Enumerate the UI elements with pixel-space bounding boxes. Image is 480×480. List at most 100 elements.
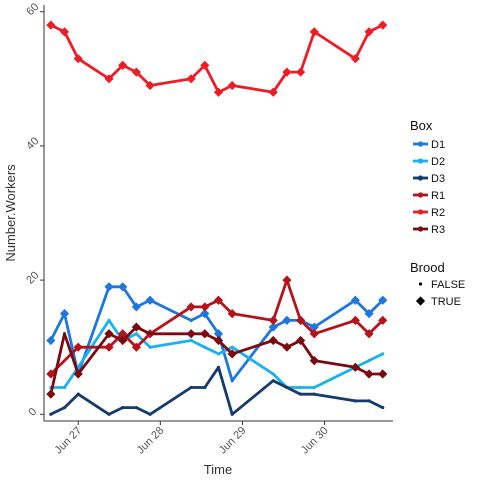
data-point-diamond bbox=[186, 302, 196, 312]
legend-entry-r1: R1 bbox=[413, 190, 445, 202]
data-point-diamond bbox=[268, 335, 278, 346]
data-point-diamond bbox=[309, 329, 319, 339]
data-point-diamond bbox=[200, 309, 210, 319]
data-point-dot bbox=[107, 318, 111, 322]
series-line-d3 bbox=[50, 365, 384, 416]
data-point-dot bbox=[312, 385, 316, 390]
data-point-diamond bbox=[296, 335, 306, 346]
data-point-diamond bbox=[350, 362, 360, 372]
x-ticks: Jun 27 Jun 28 Jun 29 Jun 30 bbox=[52, 421, 331, 457]
y-tick-label: 40 bbox=[24, 135, 41, 152]
y-tick-label: 60 bbox=[24, 1, 41, 18]
data-point-dot bbox=[189, 385, 193, 390]
data-point-diamond bbox=[282, 275, 292, 285]
data-point-diamond bbox=[213, 87, 224, 97]
legend-label: R3 bbox=[431, 224, 445, 236]
data-point-dot bbox=[285, 385, 289, 390]
series-d3 bbox=[49, 365, 385, 416]
legend-entry-brood-false: FALSE bbox=[418, 279, 465, 291]
data-point-diamond bbox=[364, 329, 374, 339]
legend-label: D2 bbox=[431, 156, 445, 168]
data-point-diamond bbox=[145, 80, 155, 91]
x-tick-label: Jun 27 bbox=[52, 425, 84, 457]
legend-key-point bbox=[417, 158, 424, 164]
data-point-diamond bbox=[268, 315, 278, 325]
data-point-diamond bbox=[364, 309, 374, 319]
legend-key-point bbox=[417, 175, 424, 181]
data-point-diamond bbox=[364, 369, 374, 379]
data-point-diamond bbox=[200, 302, 210, 312]
data-point-diamond bbox=[46, 369, 56, 379]
data-point-diamond bbox=[268, 87, 278, 97]
data-point-dot bbox=[148, 332, 152, 336]
legend-label: D3 bbox=[431, 173, 445, 185]
data-point-dot bbox=[312, 392, 316, 396]
data-point-diamond bbox=[46, 335, 56, 346]
legend-entry-d1: D1 bbox=[413, 139, 445, 151]
plot-area bbox=[46, 20, 388, 416]
data-point-dot bbox=[203, 385, 207, 390]
data-point-diamond bbox=[59, 309, 70, 319]
data-point-dot bbox=[299, 385, 303, 390]
data-point-diamond bbox=[296, 315, 306, 325]
legend-key-diamond bbox=[415, 296, 426, 306]
series-line-r3 bbox=[49, 325, 383, 395]
data-point-diamond bbox=[282, 67, 292, 77]
legend-key-point bbox=[417, 141, 424, 147]
legend-key-point bbox=[417, 192, 424, 198]
data-point-dot bbox=[299, 392, 303, 396]
data-point-dot bbox=[271, 379, 275, 383]
series-r3 bbox=[46, 322, 388, 399]
x-tick-label: Jun 29 bbox=[217, 425, 249, 457]
data-point-diamond bbox=[46, 389, 56, 399]
data-point-dot bbox=[134, 332, 138, 336]
data-point-diamond bbox=[145, 295, 155, 305]
data-point-dot bbox=[216, 365, 221, 369]
data-point-dot bbox=[271, 372, 275, 376]
data-point-diamond bbox=[378, 295, 388, 305]
y-tick-label: 20 bbox=[24, 269, 41, 286]
shape-legend-entries: FALSE TRUE bbox=[415, 279, 465, 308]
data-point-diamond bbox=[104, 329, 114, 339]
data-point-dot bbox=[230, 379, 234, 383]
legend-label: FALSE bbox=[431, 279, 465, 291]
y-tick-label: 0 bbox=[26, 406, 39, 419]
data-point-diamond bbox=[104, 282, 114, 292]
data-point-diamond bbox=[118, 329, 128, 339]
x-axis-title: Time bbox=[204, 462, 232, 477]
data-point-dot bbox=[216, 352, 221, 356]
data-point-dot bbox=[121, 405, 125, 410]
data-point-diamond bbox=[282, 342, 292, 352]
data-point-dot bbox=[62, 405, 67, 410]
data-point-diamond bbox=[213, 295, 224, 305]
series-line-r1 bbox=[49, 278, 384, 376]
legend-label: D1 bbox=[431, 139, 445, 151]
y-axis-title: Number.Workers bbox=[3, 164, 18, 262]
data-point-dot bbox=[203, 345, 207, 349]
data-point-diamond bbox=[46, 20, 56, 30]
data-point-diamond bbox=[296, 67, 306, 77]
legend-key-dot bbox=[418, 282, 423, 286]
data-point-diamond bbox=[350, 295, 360, 305]
data-point-diamond bbox=[268, 322, 278, 332]
series-line-r2 bbox=[50, 23, 384, 94]
data-point-diamond bbox=[104, 342, 114, 352]
data-point-diamond bbox=[350, 315, 360, 325]
data-point-dot bbox=[189, 318, 193, 322]
data-point-diamond bbox=[309, 356, 319, 366]
data-point-dot bbox=[230, 412, 234, 416]
legend-label: R2 bbox=[431, 207, 445, 219]
data-point-dot bbox=[381, 352, 385, 356]
series-line-d1 bbox=[49, 285, 384, 383]
data-point-diamond bbox=[213, 335, 224, 346]
legend-entry-r2: R2 bbox=[413, 207, 445, 219]
data-point-dot bbox=[62, 332, 67, 336]
series-d1 bbox=[46, 282, 388, 383]
x-tick-label: Jun 28 bbox=[135, 425, 167, 457]
data-point-diamond bbox=[131, 342, 141, 352]
data-point-diamond bbox=[131, 302, 141, 312]
data-point-diamond bbox=[186, 329, 196, 339]
data-point-diamond bbox=[227, 80, 237, 91]
color-legend-entries: D1 D2 D3 R1 R2 R3 bbox=[413, 139, 445, 236]
y-ticks: 0 20 40 60 bbox=[24, 1, 44, 419]
